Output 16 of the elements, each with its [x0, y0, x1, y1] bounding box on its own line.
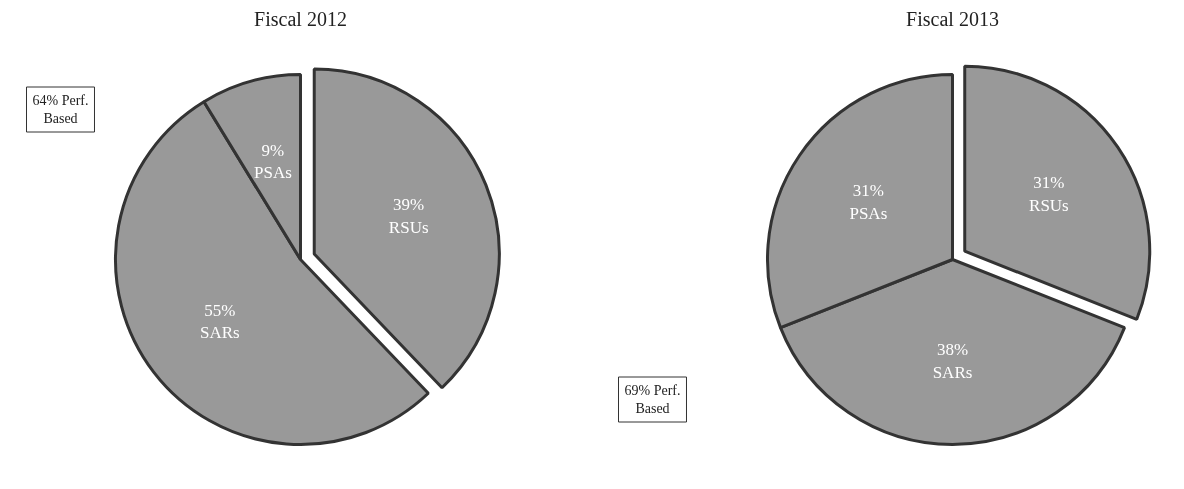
chart-title: Fiscal 2012: [254, 7, 347, 30]
slice-label: PSAs: [254, 163, 292, 183]
text: 69% Perf. Based: [624, 383, 681, 416]
data-label: 9%: [261, 140, 285, 160]
slice-label: SARs: [200, 323, 240, 343]
data-label: 55%: [204, 300, 236, 320]
slice-label: RSUs: [1029, 195, 1069, 215]
data-label: 31%: [852, 181, 884, 201]
data-label: 39%: [393, 195, 425, 215]
slice-label: PSAs: [849, 204, 888, 224]
data-label: 31%: [1033, 173, 1065, 193]
text: 64% Perf. Based: [32, 93, 89, 126]
data-label: 38%: [936, 340, 969, 360]
slice-label: SARs: [932, 363, 973, 383]
chart-title: Fiscal 2013: [906, 7, 999, 30]
slice-label: RSUs: [388, 218, 429, 238]
